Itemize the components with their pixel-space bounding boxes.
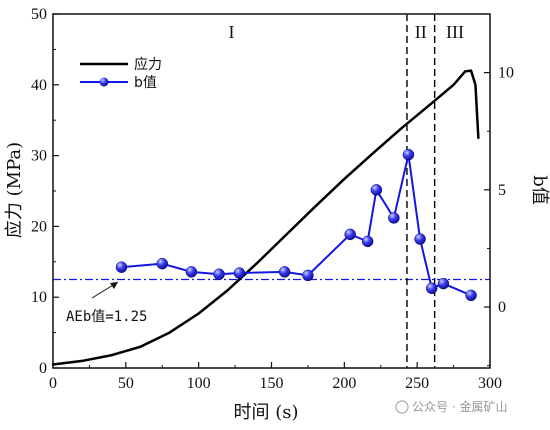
y-left-tick-label: 20 [31,218,47,235]
b-value-point [344,228,356,241]
left-y-axis-title: 应力 (MPa) [4,142,25,238]
stage-label-3: III [446,22,464,42]
legend-bvalue-label: b值 [134,75,157,91]
b-value-point [388,212,400,224]
x-tick-label: 0 [49,375,57,392]
b-value-point [465,289,477,302]
b-value-point [361,235,374,248]
b-value-point [370,184,383,196]
watermark-logo-icon [395,400,409,414]
y-right-tick-label: 0 [498,299,506,316]
b-value-point [233,267,246,279]
x-tick-label: 150 [260,375,284,392]
b-value-line [121,153,472,297]
stress-curve [51,69,480,366]
y-left-tick-label: 40 [31,77,47,94]
b-value-series [115,148,477,302]
stage-label-2: II [415,22,427,42]
x-tick-label: 100 [187,375,211,392]
stage-label-1: I [228,22,234,42]
watermark: 公众号 · 金属矿山 [412,399,507,414]
legend: 应力 b值 [80,56,162,91]
b-value-point [278,266,291,278]
annotation-ae-b-value: AEb值=1.25 [66,309,147,325]
b-value-point [156,257,168,270]
legend-stress-label: 应力 [134,56,162,73]
x-axis-title: 时间 (s) [233,402,298,423]
y-left-tick-label: 50 [31,6,47,23]
b-value-point [213,268,225,280]
b-value-point [402,148,415,161]
y-left-tick-label: 30 [31,148,47,165]
b-value-point [414,233,426,245]
annotation-arrow-head [110,282,118,289]
x-tick-label: 300 [478,375,502,392]
b-value-point [302,269,314,282]
b-value-point [115,261,128,273]
y-right-tick-label: 5 [498,182,506,199]
y-right-tick-label: 10 [498,65,514,82]
x-tick-label: 250 [405,375,429,392]
right-y-axis-title: b值 [529,175,550,205]
y-left-tick-label: 0 [39,360,47,377]
stress-series [51,69,480,366]
b-value-point [425,282,438,295]
b-value-point [437,277,450,290]
y-left-tick-label: 10 [31,289,47,306]
legend-bvalue-marker [99,77,109,87]
reference-lines [53,14,490,368]
x-tick-label: 50 [118,375,134,392]
axis-ticks: 0 50 100 150 200 250 300 0 10 20 30 40 50 0 5 10 [31,6,514,392]
x-tick-label: 200 [332,375,356,392]
b-value-point [185,266,198,278]
